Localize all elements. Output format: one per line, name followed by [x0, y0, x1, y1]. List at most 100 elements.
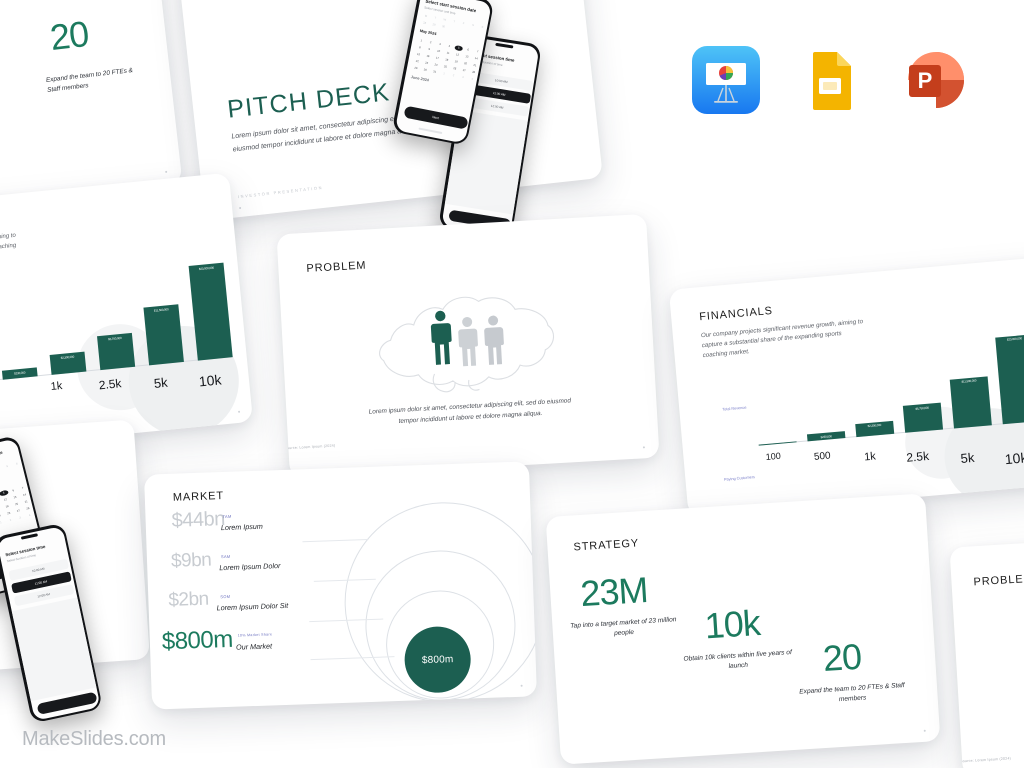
calendar-day[interactable]: 21 — [473, 63, 477, 67]
phone-calendar-next-button[interactable]: Next — [403, 105, 469, 130]
calendar-day[interactable]: 23 — [424, 61, 429, 65]
calendar-day[interactable]: 26 — [6, 511, 11, 515]
slide-corner-dot — [642, 446, 645, 449]
chart-bar-value: $23,000,000 — [1006, 336, 1023, 342]
calendar-day[interactable]: 30 — [423, 67, 428, 72]
calendar-day[interactable]: 24 — [434, 62, 438, 67]
calendar-day[interactable]: 29 — [414, 66, 418, 70]
calendar-day[interactable]: 21 — [24, 499, 28, 504]
weekday-header: F — [462, 21, 465, 25]
calendar-day[interactable]: 2 — [429, 40, 432, 44]
calendar-day[interactable]: 13 — [13, 495, 17, 499]
chart-bar-column: $230,000 — [799, 343, 846, 442]
calendar-day[interactable]: 19 — [454, 59, 458, 64]
strategy-stat-number-2: 10k — [703, 601, 761, 647]
calendar-day[interactable]: 6 — [12, 488, 15, 492]
calendar-day[interactable]: 3 — [439, 42, 442, 46]
chart-bar-value: $2,300,000 — [867, 423, 882, 429]
calendar-day[interactable]: 31 — [432, 69, 437, 74]
calendar-day[interactable]: 28 — [422, 20, 427, 25]
calendar-day[interactable]: 15 — [416, 52, 421, 56]
slide-problem[interactable]: PROBLEM Lorem ipsum dolor sit amet, cons — [276, 213, 660, 479]
slide-financials[interactable]: FINANCIALS Our company projects signific… — [668, 255, 1024, 517]
calendar-day[interactable]: 3 — [18, 515, 22, 520]
calendar-day[interactable]: 4 — [28, 513, 31, 517]
market-value-tam: $44bn — [171, 508, 226, 532]
weekday-header: W — [443, 17, 447, 22]
strategy-corner-caption-partial-2: nch — [0, 79, 41, 96]
market-value-som: $2bn — [168, 588, 210, 612]
google-slides-icon[interactable] — [796, 46, 864, 114]
calendar-day[interactable]: 10 — [436, 49, 441, 53]
calendar-day[interactable]: 19 — [5, 504, 9, 509]
calendar-day[interactable]: 1 — [420, 38, 423, 42]
calendar-day[interactable]: 9 — [428, 47, 431, 51]
calendar-day[interactable]: 30 — [441, 24, 446, 29]
phone-calendar-next-label: Next — [432, 114, 440, 120]
chart-bar-column: $5,750,000 — [91, 267, 136, 371]
calendar-day[interactable]: 4 — [448, 44, 451, 48]
slide-corner-dot — [237, 410, 241, 413]
slide-problem-edge-crop[interactable]: PROBLEM Source: Lorem Ipsum (2024) — [949, 528, 1024, 768]
chart-bar-column: $2,300,000 — [848, 339, 895, 438]
calendar-day[interactable]: 6 — [467, 47, 470, 52]
chart-xtick: 2.5k — [905, 448, 930, 465]
calendar-day-selected[interactable]: 5 — [0, 489, 9, 497]
calendar-day[interactable]: 14 — [474, 56, 479, 60]
chart-bar: $2,300,000 — [855, 420, 895, 438]
phone-calendar-month-current: May 2024 — [419, 28, 437, 36]
calendar-day[interactable]: 20 — [463, 61, 468, 66]
weekday-header: M — [424, 14, 428, 18]
chart-bar-value: $23,000,000 — [198, 265, 215, 271]
calendar-day[interactable]: 28 — [471, 70, 476, 74]
calendar-day[interactable]: 2 — [9, 518, 12, 522]
problem-body: Lorem ipsum dolor sit amet, consectetur … — [368, 397, 572, 425]
calendar-day[interactable]: 12 — [3, 497, 8, 502]
person-figure-muted-icon — [484, 315, 504, 365]
slide-market[interactable]: MARKET $800m $44bn TAM Lorem Ipsum $9bn … — [144, 461, 537, 710]
calendar-day[interactable]: 12 — [455, 52, 460, 57]
calendar-day[interactable]: 25 — [443, 64, 448, 69]
microsoft-powerpoint-icon[interactable]: P — [900, 46, 968, 114]
weekday-header: T — [434, 16, 437, 20]
phone-notch — [495, 42, 514, 49]
calendar-day[interactable]: 4 — [471, 77, 474, 81]
chart-bar: $2,300,000 — [49, 351, 87, 375]
weekday-header: S — [481, 25, 484, 29]
apple-keynote-icon[interactable] — [692, 46, 760, 114]
chart-bar: $230,000 — [1, 367, 38, 380]
chart-xtick: 100 — [765, 450, 782, 463]
calendar-day[interactable]: 18 — [445, 57, 449, 62]
slide-corner-dot — [165, 170, 168, 174]
chart-bar-value: $230,000 — [820, 434, 832, 440]
calendar-day[interactable]: 13 — [465, 54, 469, 59]
slide-strategy[interactable]: STRATEGY 23M Tap into a target market of… — [545, 493, 941, 765]
financials-y-axis-label: Total Revenue — [722, 405, 747, 412]
calendar-day[interactable]: 29 — [432, 22, 436, 27]
calendar-day[interactable]: 20 — [14, 502, 19, 506]
calendar-day[interactable]: 2 — [452, 73, 455, 77]
weekday-header: S — [15, 461, 18, 466]
slide-corner-dot — [239, 206, 242, 210]
strategy-corner-caption-20: Expand the team to 20 FTEs & Staff membe… — [45, 67, 134, 94]
calendar-day[interactable]: 27 — [462, 68, 466, 72]
calendar-day[interactable]: 7 — [476, 49, 479, 53]
financials-x-axis-label: Paying Customers — [723, 475, 756, 482]
calendar-day[interactable]: 16 — [426, 54, 430, 58]
financials-edge-body-2: nding sports coaching — [0, 242, 17, 255]
calendar-day[interactable]: 11 — [446, 50, 450, 55]
calendar-day[interactable]: 28 — [26, 506, 30, 511]
calendar-day[interactable]: 22 — [415, 59, 420, 63]
calendar-day[interactable]: 3 — [461, 75, 464, 79]
market-label-our-market: Our Market — [235, 641, 273, 652]
calendar-day[interactable]: 26 — [453, 66, 457, 71]
calendar-day[interactable]: 17 — [435, 56, 440, 60]
calendar-day[interactable]: 8 — [418, 45, 421, 49]
chart-bar-column: $23,000,000 — [188, 258, 233, 361]
slide-pitch-deck[interactable]: PITCH DECK Lorem ipsum dolor sit amet, c… — [177, 0, 603, 221]
calendar-day[interactable]: 7 — [21, 486, 24, 490]
calendar-day[interactable]: 1 — [443, 71, 446, 75]
calendar-day[interactable]: 27 — [16, 508, 21, 513]
calendar-day[interactable]: 14 — [22, 492, 27, 497]
calendar-day-selected[interactable]: 5 — [454, 44, 464, 51]
